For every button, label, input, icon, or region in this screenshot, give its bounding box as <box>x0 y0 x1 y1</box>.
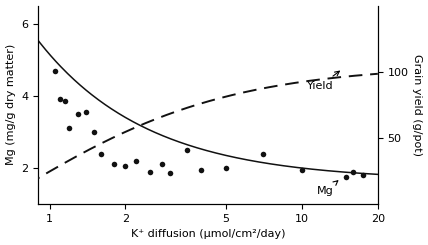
Point <box>110 162 117 166</box>
Point <box>223 166 229 170</box>
Y-axis label: Mg (mg/g dry matter): Mg (mg/g dry matter) <box>6 44 15 165</box>
Point <box>298 168 305 172</box>
Point <box>360 173 367 177</box>
Point <box>90 130 97 134</box>
Point <box>183 148 190 152</box>
X-axis label: K⁺ diffusion (μmol/cm²/day): K⁺ diffusion (μmol/cm²/day) <box>131 230 285 239</box>
Point <box>133 159 140 163</box>
Point <box>122 164 129 168</box>
Point <box>259 152 266 156</box>
Point <box>66 126 73 130</box>
Point <box>98 152 104 156</box>
Point <box>159 162 166 166</box>
Point <box>51 69 58 73</box>
Point <box>83 110 90 114</box>
Point <box>198 168 205 172</box>
Point <box>166 172 173 175</box>
Point <box>146 170 153 174</box>
Point <box>61 99 68 103</box>
Point <box>56 98 63 101</box>
Point <box>75 112 82 116</box>
Y-axis label: Grain yield (g/pot): Grain yield (g/pot) <box>413 54 422 156</box>
Text: Yield: Yield <box>307 71 339 91</box>
Point <box>350 170 357 174</box>
Text: Mg: Mg <box>317 181 338 196</box>
Point <box>343 175 350 179</box>
